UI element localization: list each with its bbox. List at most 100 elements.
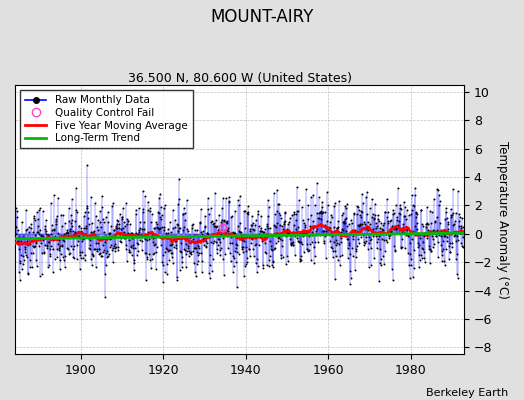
Point — [392, 225, 401, 232]
Point — [417, 252, 425, 258]
Point — [383, 214, 391, 220]
Point — [104, 252, 112, 259]
Point — [449, 210, 457, 216]
Point — [275, 200, 283, 207]
Point — [279, 254, 287, 261]
Point — [256, 232, 264, 238]
Point — [138, 238, 146, 244]
Point — [89, 252, 97, 258]
Point — [48, 234, 57, 240]
Point — [277, 215, 285, 221]
Point — [386, 226, 395, 232]
Point — [302, 229, 310, 236]
Point — [63, 234, 72, 240]
Point — [267, 243, 275, 250]
Point — [136, 231, 145, 237]
Point — [351, 227, 359, 234]
Point — [82, 232, 90, 238]
Point — [137, 247, 146, 254]
Point — [406, 251, 414, 258]
Point — [210, 238, 219, 244]
Point — [305, 240, 314, 247]
Point — [168, 254, 176, 260]
Point — [221, 229, 229, 236]
Point — [291, 216, 300, 223]
Point — [450, 233, 458, 239]
Point — [78, 229, 86, 235]
Point — [179, 227, 188, 233]
Point — [311, 253, 319, 260]
Point — [401, 204, 409, 210]
Point — [413, 220, 421, 226]
Point — [255, 222, 263, 229]
Point — [376, 224, 384, 231]
Point — [165, 247, 173, 254]
Point — [417, 207, 425, 214]
Point — [213, 223, 221, 230]
Point — [30, 244, 38, 250]
Point — [129, 260, 138, 266]
Point — [54, 194, 62, 201]
Point — [132, 211, 140, 217]
Point — [356, 214, 365, 220]
Point — [190, 244, 199, 251]
Point — [332, 242, 340, 248]
Point — [432, 214, 441, 220]
Point — [185, 253, 193, 260]
Point — [309, 225, 317, 231]
Point — [169, 225, 178, 231]
Point — [96, 208, 104, 214]
Text: MOUNT-AIRY: MOUNT-AIRY — [210, 8, 314, 26]
Point — [111, 245, 119, 252]
Point — [305, 247, 313, 254]
Point — [36, 205, 44, 211]
Point — [315, 232, 324, 238]
Point — [177, 264, 185, 270]
Point — [135, 225, 144, 231]
Point — [337, 226, 346, 233]
Point — [62, 234, 70, 241]
Point — [60, 231, 69, 238]
Point — [146, 234, 155, 240]
Point — [80, 234, 88, 241]
Point — [187, 251, 195, 257]
Point — [419, 246, 428, 252]
Point — [171, 238, 180, 244]
Point — [308, 229, 316, 235]
Point — [127, 230, 135, 236]
Point — [347, 231, 355, 237]
Point — [248, 246, 257, 252]
Point — [442, 245, 450, 252]
Point — [186, 234, 194, 240]
Point — [415, 242, 423, 248]
Point — [453, 275, 462, 281]
Point — [34, 223, 42, 229]
Point — [25, 236, 34, 242]
Point — [207, 205, 215, 211]
Point — [232, 259, 240, 265]
Point — [102, 250, 110, 256]
Point — [101, 294, 109, 300]
Point — [389, 276, 397, 283]
Point — [42, 217, 50, 223]
Point — [269, 264, 277, 270]
Point — [208, 218, 216, 224]
Point — [64, 229, 72, 236]
Point — [330, 239, 339, 246]
Point — [309, 192, 318, 198]
Point — [154, 224, 162, 231]
Point — [214, 225, 223, 232]
Point — [174, 228, 182, 234]
Point — [390, 224, 399, 230]
Point — [273, 220, 281, 227]
Point — [166, 228, 174, 235]
Point — [445, 256, 454, 262]
Point — [49, 269, 57, 275]
Point — [344, 245, 353, 251]
Point — [94, 227, 102, 234]
Point — [209, 239, 217, 246]
Point — [97, 224, 105, 230]
Point — [204, 231, 213, 237]
Point — [317, 208, 325, 214]
Point — [388, 210, 397, 217]
